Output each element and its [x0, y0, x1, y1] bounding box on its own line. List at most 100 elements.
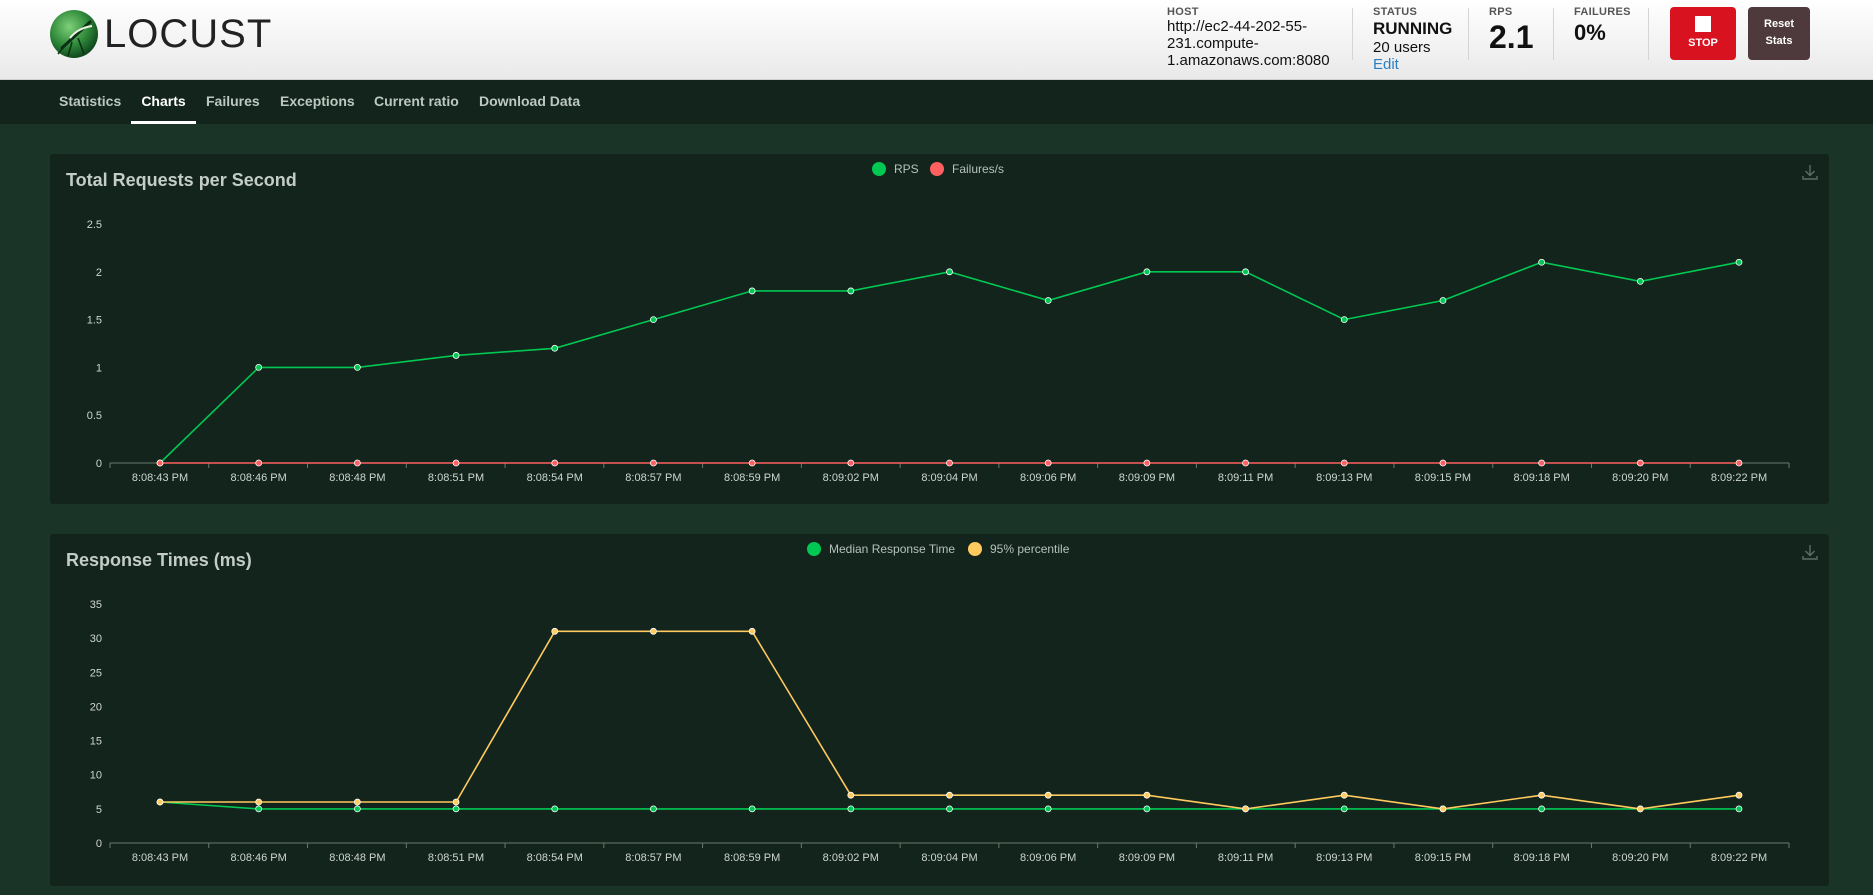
reset-label: Reset: [1764, 18, 1794, 30]
data-point: [156, 459, 164, 467]
tab-failures[interactable]: Failures: [206, 93, 260, 109]
edit-users-link[interactable]: Edit: [1373, 56, 1399, 73]
users-count: 20 users: [1373, 39, 1431, 56]
tab-download-data[interactable]: Download Data: [479, 93, 581, 109]
legend-item-rps[interactable]: RPS: [872, 160, 919, 178]
data-point: [353, 459, 361, 467]
data-point: [946, 791, 953, 799]
data-point: [650, 316, 657, 324]
y-tick-label: 2.5: [87, 219, 102, 231]
x-tick-label: 8:09:11 PM: [1218, 472, 1273, 484]
x-tick-label: 8:08:48 PM: [329, 852, 385, 864]
x-tick-label: 8:08:51 PM: [428, 852, 484, 864]
x-tick-label: 8:08:59 PM: [724, 472, 780, 484]
legend-dot: [872, 162, 886, 176]
x-tick-label: 8:08:43 PM: [132, 852, 188, 864]
tab-charts[interactable]: Charts: [131, 80, 196, 124]
x-tick-label: 8:08:57 PM: [625, 852, 681, 864]
chart-title: Total Requests per Second: [66, 170, 297, 190]
data-point: [1538, 459, 1546, 467]
rps-block: RPS 2.1: [1489, 6, 1533, 54]
data-point: [1143, 459, 1151, 467]
tab-statistics[interactable]: Statistics: [59, 93, 122, 109]
stop-button[interactable]: STOP: [1670, 7, 1736, 60]
host-block: HOST http://ec2-44-202-55-231.compute-1.…: [1167, 6, 1342, 69]
data-point: [1340, 805, 1348, 813]
legend-dot: [968, 542, 982, 556]
series-line: [160, 630, 1740, 810]
x-tick-label: 8:09:04 PM: [921, 472, 977, 484]
data-point: [946, 805, 953, 813]
data-point: [255, 363, 263, 371]
data-point: [1044, 791, 1052, 799]
divider: [1648, 8, 1649, 60]
data-point: [1538, 791, 1546, 799]
failures-value: 0%: [1574, 20, 1606, 45]
legend-item-95-percentile[interactable]: 95% percentile: [968, 540, 1069, 558]
reset-stats-button[interactable]: Reset Stats: [1748, 7, 1810, 60]
rps-chart-panel: Total Requests per Second RPS Failures/s…: [50, 154, 1829, 504]
stats-label: Stats: [1765, 35, 1793, 47]
legend-dot: [930, 162, 944, 176]
y-tick-label: 25: [90, 667, 102, 679]
data-point: [1636, 277, 1644, 285]
legend-item-median[interactable]: Median Response Time: [807, 540, 955, 558]
legend-label: Median Response Time: [829, 542, 956, 556]
data-point: [1735, 459, 1743, 467]
tab-exceptions[interactable]: Exceptions: [280, 93, 355, 109]
data-point: [1439, 459, 1447, 467]
data-point: [1538, 258, 1546, 266]
rps-label: RPS: [1489, 6, 1513, 18]
data-point: [452, 352, 460, 359]
logo-text: LOCUST: [104, 12, 273, 56]
x-tick-label: 8:09:06 PM: [1020, 852, 1076, 864]
data-point: [847, 459, 855, 467]
data-point: [1735, 258, 1743, 266]
y-tick-label: 0.5: [87, 410, 102, 422]
x-tick-label: 8:09:22 PM: [1711, 472, 1767, 484]
chart-title: Response Times (ms): [66, 550, 252, 570]
data-point: [1242, 805, 1249, 813]
x-tick-label: 8:09:22 PM: [1711, 852, 1767, 864]
data-point: [1735, 791, 1743, 799]
data-point: [1636, 459, 1644, 467]
y-tick-label: 0: [96, 458, 102, 470]
y-tick-label: 5: [96, 804, 102, 816]
y-tick-label: 10: [90, 770, 102, 782]
legend-item-failures[interactable]: Failures/s: [930, 160, 1004, 178]
legend-dot: [807, 542, 821, 556]
download-icon[interactable]: [1801, 542, 1819, 562]
data-point: [748, 805, 756, 813]
rps-value: 2.1: [1489, 19, 1534, 55]
x-tick-label: 8:09:20 PM: [1612, 852, 1668, 864]
data-point: [551, 344, 559, 352]
y-tick-label: 20: [90, 701, 102, 713]
x-tick-label: 8:08:57 PM: [625, 472, 681, 484]
y-tick-label: 0: [96, 838, 102, 850]
data-point: [847, 287, 855, 295]
x-tick-label: 8:09:09 PM: [1119, 852, 1175, 864]
x-tick-label: 8:09:02 PM: [823, 852, 879, 864]
data-point: [748, 287, 756, 295]
failures-block: FAILURES 0%: [1574, 6, 1631, 46]
series-line: [159, 261, 1740, 464]
data-point: [946, 459, 953, 467]
data-point: [1340, 459, 1348, 467]
download-icon[interactable]: [1801, 162, 1819, 182]
top-header: LOCUST HOST http://ec2-44-202-55-231.com…: [0, 0, 1873, 80]
data-point: [353, 798, 361, 806]
x-tick-label: 8:09:09 PM: [1119, 472, 1175, 484]
data-point: [1143, 268, 1151, 276]
data-point: [1636, 805, 1644, 813]
data-point: [452, 805, 460, 813]
rps-line-chart: 8:08:43 PM 8:08:46 PM 8:08:48 PM 8:08:51 PM…: [87, 219, 1790, 484]
data-point: [1439, 297, 1447, 304]
data-point: [650, 627, 657, 635]
tab-current-ratio[interactable]: Current ratio: [374, 93, 459, 109]
data-point: [1439, 805, 1447, 813]
data-point: [255, 805, 263, 813]
status-label: STATUS: [1373, 6, 1418, 18]
data-point: [1143, 791, 1151, 799]
data-point: [650, 805, 657, 813]
data-point: [551, 805, 559, 813]
